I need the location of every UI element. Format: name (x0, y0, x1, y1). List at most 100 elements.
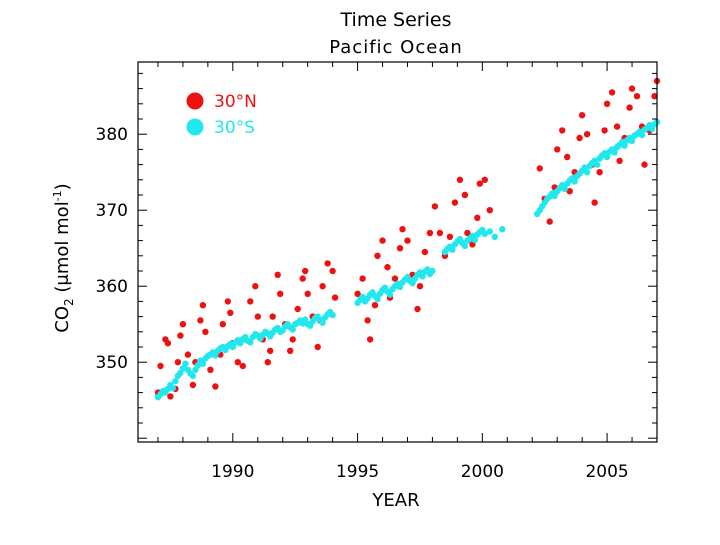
point-30n (254, 313, 261, 320)
point-30s (499, 226, 506, 233)
point-30n (396, 245, 404, 252)
point-30n (628, 85, 636, 92)
legend: 30°N 30°S (186, 92, 257, 138)
point-30n (651, 93, 658, 100)
point-30s (429, 267, 436, 275)
point-30s (182, 360, 189, 367)
y-tick-labels: 350 360 370 380 (96, 125, 128, 373)
point-30n (613, 123, 621, 130)
point-30n (536, 165, 543, 172)
point-30n (456, 176, 464, 183)
point-30n (267, 347, 274, 354)
point-30n (219, 321, 226, 328)
point-30n (608, 89, 616, 96)
point-30n (616, 157, 623, 164)
point-30n (359, 275, 366, 282)
point-30n (167, 393, 174, 400)
legend-marker-30s (186, 118, 204, 136)
point-30n (324, 260, 331, 267)
point-30n (274, 271, 281, 278)
point-30n (294, 305, 301, 313)
point-30n (546, 218, 553, 225)
point-30s (199, 360, 207, 367)
chart-title: Time Series (340, 9, 452, 31)
point-30s (386, 291, 394, 298)
point-30n (641, 161, 648, 168)
point-30n (633, 93, 641, 100)
point-30n (277, 290, 284, 297)
point-30n (287, 347, 294, 354)
point-30n (252, 283, 259, 290)
point-30n (299, 275, 306, 282)
point-30n (247, 298, 254, 305)
point-30n (474, 214, 481, 221)
point-30s (189, 372, 197, 380)
point-30s (491, 233, 498, 240)
point-30n (269, 313, 276, 320)
point-30n (177, 332, 184, 339)
point-30n (302, 267, 309, 275)
x-tick-label: 1990 (211, 462, 254, 482)
legend-label-30n: 30°N (214, 92, 257, 112)
point-30s (481, 230, 488, 237)
point-30n (199, 302, 207, 309)
point-30n (264, 359, 271, 366)
point-30s (583, 169, 591, 176)
point-30n (319, 283, 326, 290)
point-30s (593, 161, 601, 168)
point-30s (461, 242, 469, 250)
point-30s (638, 131, 646, 139)
x-tick-label: 2000 (461, 462, 504, 482)
point-30s (329, 311, 336, 319)
x-tick-label: 1995 (336, 462, 379, 482)
point-30n (227, 309, 234, 316)
point-30n (554, 146, 561, 153)
point-30n (404, 237, 411, 244)
point-30n (414, 305, 421, 313)
y-axis-label-close: ) (52, 183, 73, 190)
point-30n (436, 229, 444, 237)
point-30s (471, 236, 479, 243)
point-30n (603, 100, 611, 108)
point-30n (566, 188, 573, 195)
point-30n (331, 294, 339, 301)
point-30s (319, 319, 326, 326)
point-30n (601, 127, 608, 134)
y-tick-label: 360 (96, 277, 128, 297)
point-30n (197, 317, 204, 324)
point-30s (247, 339, 254, 346)
point-30n (304, 290, 311, 297)
chart-subtitle: Pacific Ocean (329, 37, 463, 58)
point-30n (559, 127, 566, 134)
point-30s (374, 295, 381, 303)
y-axis-label-main: CO (52, 306, 73, 333)
legend-label-30s: 30°S (214, 118, 255, 138)
point-30n (446, 233, 454, 240)
point-30n (476, 180, 483, 187)
point-30n (157, 362, 164, 370)
point-30n (239, 362, 246, 370)
point-30s (449, 246, 456, 253)
plot-frame (137, 61, 658, 443)
point-30n (224, 298, 231, 305)
point-30n (591, 199, 598, 206)
y-axis-label-unit: (μmol mol (52, 201, 73, 298)
point-30n (481, 176, 488, 183)
point-30n (164, 340, 172, 347)
point-30s (603, 153, 611, 161)
point-30s (561, 185, 568, 193)
series-30s-points (154, 118, 661, 401)
point-30n (626, 104, 633, 111)
point-30s (621, 142, 628, 149)
point-30n (329, 267, 336, 275)
point-30n (391, 275, 399, 282)
point-30s (571, 178, 578, 185)
point-30n (486, 207, 493, 214)
point-30n (354, 290, 361, 297)
point-30n (366, 336, 374, 343)
point-30n (289, 336, 296, 343)
point-30n (212, 383, 219, 390)
point-30n (179, 321, 187, 328)
point-30n (461, 191, 469, 199)
point-30n (234, 359, 241, 366)
